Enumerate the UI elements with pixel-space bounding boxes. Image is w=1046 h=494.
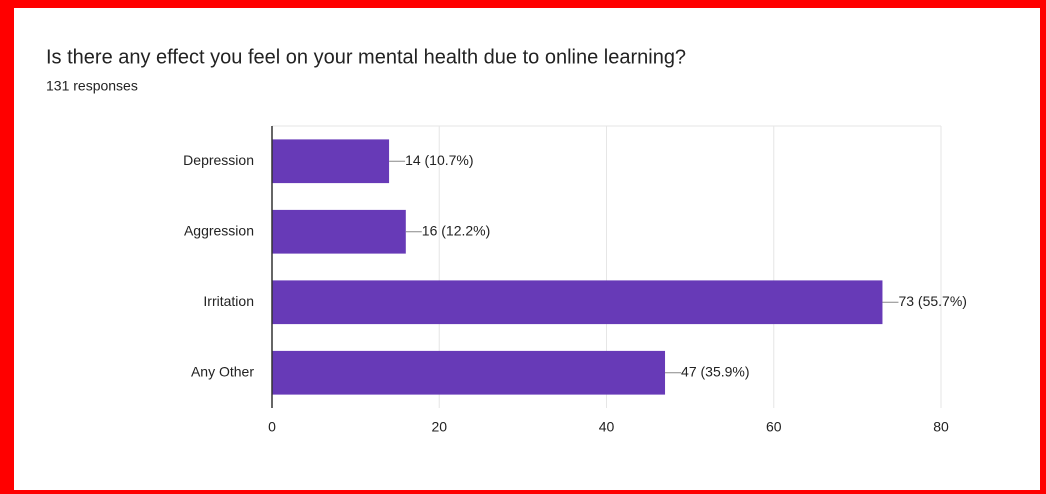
chart-title: Is there any effect you feel on your men… xyxy=(46,46,686,68)
chart-subtitle: 131 responses xyxy=(46,78,138,94)
x-tick-label: 0 xyxy=(268,419,276,435)
bar xyxy=(272,139,390,184)
data-label: 16 (12.2%) xyxy=(422,222,490,238)
y-tick-label: Aggression xyxy=(184,222,254,238)
data-label: 14 (10.7%) xyxy=(405,152,473,168)
data-label: 47 (35.9%) xyxy=(681,363,749,379)
x-tick-label: 60 xyxy=(766,419,782,435)
data-label: 73 (55.7%) xyxy=(898,293,966,309)
card xyxy=(14,8,1040,490)
y-tick-label: Depression xyxy=(183,152,254,168)
y-tick-label: Any Other xyxy=(191,363,254,379)
bar xyxy=(272,209,406,254)
bar xyxy=(272,350,666,395)
x-tick-label: 40 xyxy=(599,419,615,435)
y-tick-label: Irritation xyxy=(203,293,254,309)
x-tick-label: 80 xyxy=(933,419,949,435)
x-tick-label: 20 xyxy=(431,419,447,435)
bar xyxy=(272,280,883,325)
